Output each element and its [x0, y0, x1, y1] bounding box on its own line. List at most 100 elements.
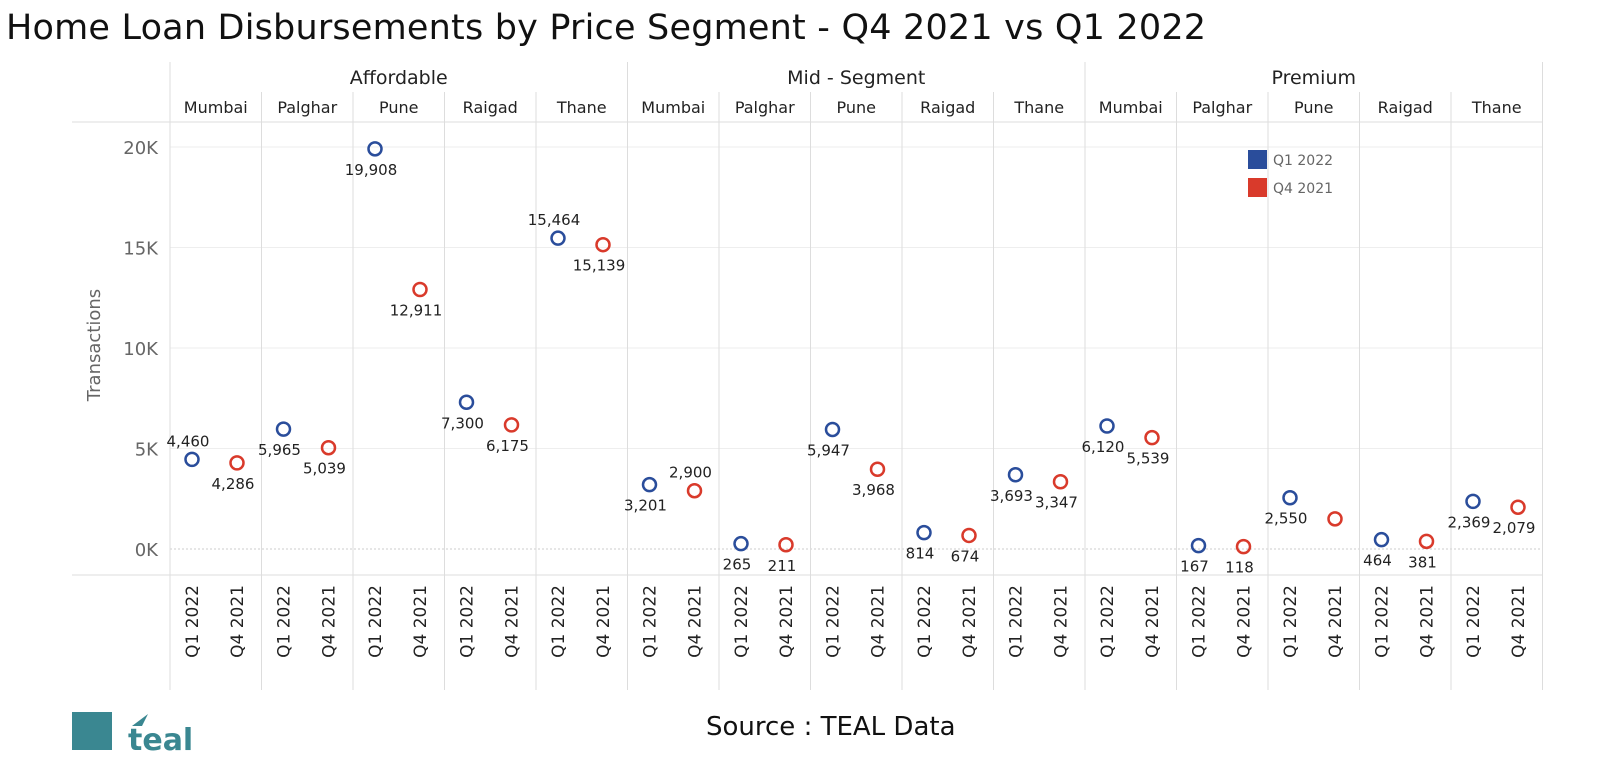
- segment-header: Affordable: [350, 67, 448, 89]
- x-tick-label: Q4 2021: [960, 585, 980, 658]
- data-label: 3,968: [852, 481, 895, 499]
- city-header: Palghar: [735, 98, 795, 117]
- chart-title: Home Loan Disbursements by Price Segment…: [6, 8, 1207, 48]
- data-label: 5,965: [258, 441, 301, 459]
- data-label: 2,550: [1265, 510, 1308, 528]
- data-point: [1418, 533, 1435, 550]
- city-header: Mumbai: [1099, 98, 1163, 117]
- data-label: 5,947: [807, 441, 850, 459]
- legend-swatch: [1248, 150, 1267, 169]
- data-point: [1190, 537, 1207, 554]
- data-point: [1327, 511, 1343, 527]
- data-label: 674: [951, 547, 980, 565]
- data-point: [1510, 499, 1526, 515]
- x-tick-label: Q1 2022: [1098, 585, 1118, 658]
- data-point: [1144, 429, 1160, 446]
- teal-logo-mark: teal: [72, 712, 193, 758]
- data-point: [412, 281, 428, 298]
- data-label: 7,300: [441, 414, 484, 432]
- x-tick-label: Q4 2021: [1326, 585, 1346, 658]
- x-tick-label: Q1 2022: [183, 585, 203, 658]
- x-tick-label: Q1 2022: [366, 585, 386, 658]
- x-tick-label: Q4 2021: [1235, 585, 1255, 658]
- data-point: [778, 537, 794, 553]
- data-point: [550, 230, 566, 246]
- city-header: Raigad: [1378, 98, 1433, 117]
- city-header: Thane: [556, 98, 607, 117]
- svg-text:teal: teal: [128, 723, 193, 752]
- x-tick-label: Q4 2021: [1418, 585, 1438, 658]
- data-label: 5,539: [1127, 450, 1170, 468]
- data-point: [686, 482, 703, 499]
- city-header: Thane: [1013, 98, 1064, 117]
- data-point: [733, 535, 749, 552]
- city-header: Raigad: [920, 98, 975, 117]
- data-label: 6,120: [1082, 438, 1125, 456]
- data-label: 3,693: [990, 487, 1033, 505]
- x-tick-label: Q4 2021: [1052, 585, 1072, 658]
- data-label: 2,900: [669, 464, 712, 482]
- x-tick-label: Q1 2022: [549, 585, 569, 658]
- x-tick-label: Q4 2021: [411, 585, 431, 658]
- data-point: [595, 236, 611, 253]
- data-point: [641, 476, 658, 493]
- data-label: 15,139: [573, 257, 626, 275]
- data-label: 3,201: [624, 497, 667, 515]
- x-tick-label: Q1 2022: [641, 585, 661, 658]
- data-point: [320, 439, 337, 456]
- data-label: 265: [723, 556, 752, 574]
- data-label: 211: [768, 557, 797, 575]
- city-header: Mumbai: [641, 98, 705, 117]
- x-tick-label: Q4 2021: [1509, 585, 1529, 658]
- y-axis-title: Transactions: [84, 289, 105, 402]
- x-tick-label: Q4 2021: [320, 585, 340, 658]
- x-tick-label: Q1 2022: [1464, 585, 1484, 658]
- y-tick-label: 10K: [123, 339, 159, 360]
- data-label: 381: [1408, 553, 1437, 571]
- data-point: [1282, 489, 1298, 506]
- x-tick-label: Q1 2022: [458, 585, 478, 658]
- data-point: [229, 455, 245, 471]
- segment-header: Mid - Segment: [787, 67, 925, 89]
- x-tick-label: Q4 2021: [1143, 585, 1163, 658]
- y-tick-label: 15K: [123, 239, 159, 260]
- city-header: Pune: [837, 98, 877, 117]
- x-tick-label: Q4 2021: [686, 585, 706, 658]
- data-label: 12,911: [390, 301, 443, 319]
- data-point: [869, 461, 886, 477]
- data-label: 4,460: [167, 432, 210, 450]
- data-point: [367, 141, 383, 157]
- data-label: 2,079: [1493, 519, 1536, 537]
- x-tick-label: Q1 2022: [1007, 585, 1027, 658]
- city-header: Pune: [1294, 98, 1334, 117]
- data-label: 5,039: [303, 460, 346, 478]
- data-label: 15,464: [528, 211, 581, 229]
- data-point: [184, 451, 200, 468]
- x-tick-label: Q4 2021: [777, 585, 797, 658]
- data-label: 3,347: [1035, 494, 1078, 512]
- data-point: [503, 417, 520, 433]
- city-header: Raigad: [463, 98, 518, 117]
- x-tick-label: Q4 2021: [228, 585, 248, 658]
- x-tick-label: Q1 2022: [824, 585, 844, 658]
- data-point: [1099, 418, 1115, 434]
- city-header: Palghar: [277, 98, 337, 117]
- source-note: Source : TEAL Data: [706, 712, 956, 742]
- data-label: 6,175: [486, 437, 529, 455]
- legend-swatch: [1248, 178, 1267, 197]
- x-tick-label: Q4 2021: [503, 585, 523, 658]
- data-label: 19,908: [345, 161, 398, 179]
- city-header: Pune: [379, 98, 419, 117]
- x-tick-label: Q4 2021: [594, 585, 614, 658]
- city-header: Thane: [1471, 98, 1522, 117]
- data-point: [961, 527, 977, 544]
- data-point: [275, 421, 292, 437]
- data-label: 118: [1225, 559, 1254, 577]
- city-header: Mumbai: [184, 98, 248, 117]
- data-point: [1007, 467, 1024, 483]
- y-tick-label: 20K: [123, 138, 159, 159]
- data-label: 167: [1180, 558, 1209, 576]
- data-label: 464: [1363, 552, 1392, 570]
- x-tick-label: Q1 2022: [1373, 585, 1393, 658]
